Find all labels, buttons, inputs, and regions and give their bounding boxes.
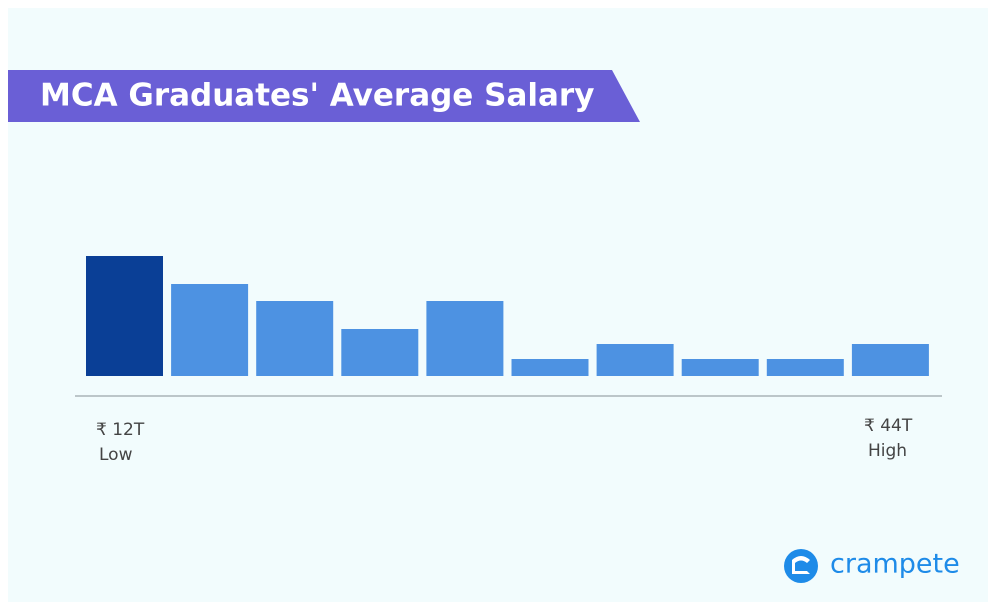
title-banner [8, 70, 640, 122]
bar [256, 301, 334, 376]
bar [766, 359, 844, 376]
high-amount: ₹ 44T [864, 416, 913, 436]
bar [596, 344, 674, 376]
low-amount: ₹ 12T [96, 420, 145, 440]
chart-title: MCA Graduates' Average Salary [40, 78, 594, 114]
logo: crampete [784, 549, 960, 583]
brand: crampete [830, 549, 960, 580]
bar [341, 329, 419, 376]
bar [426, 301, 504, 376]
bar [681, 359, 759, 376]
high-label: High [868, 441, 907, 461]
bar [171, 284, 249, 376]
low-label: Low [99, 445, 133, 465]
logo-icon [784, 549, 818, 583]
bar [851, 344, 929, 376]
logo-glyph [792, 556, 810, 574]
bar [511, 359, 589, 376]
bar [86, 256, 163, 376]
